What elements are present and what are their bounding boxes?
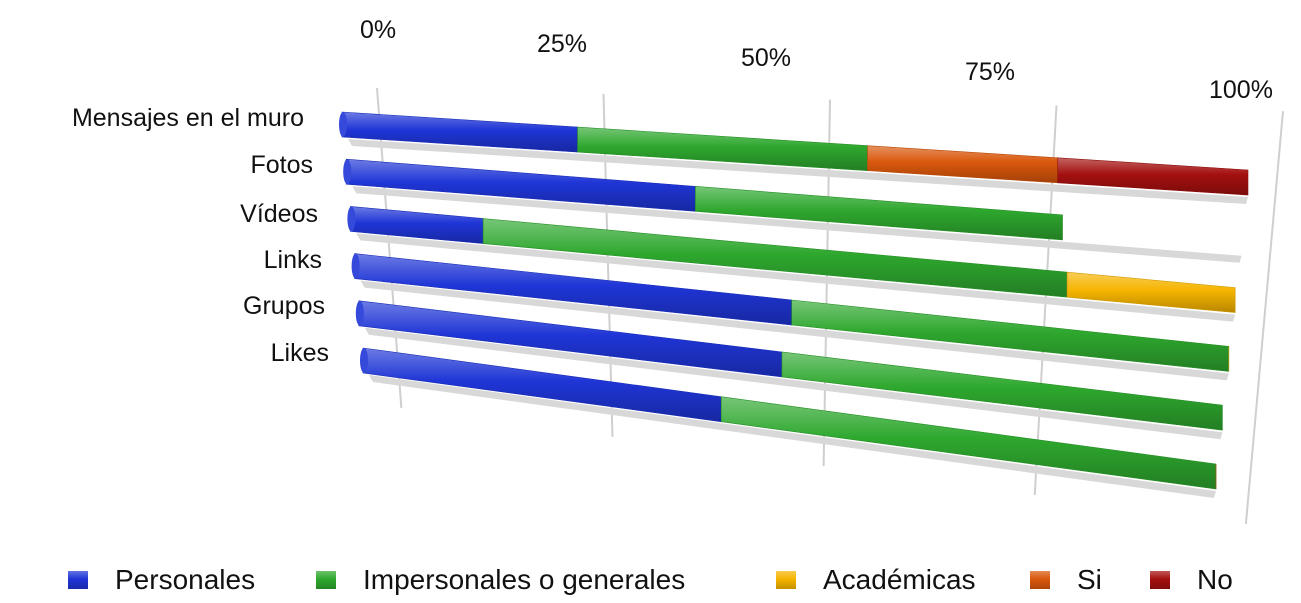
bar-cap-left (351, 253, 360, 279)
category-label: Links (264, 246, 322, 274)
bar-row (347, 206, 1236, 322)
category-label: Grupos (243, 292, 325, 320)
category-labels: Mensajes en el muro Fotos Vídeos Links Grupo… (72, 104, 329, 367)
bar-row (339, 111, 1249, 204)
legend-label: Personales (115, 564, 256, 595)
category-label: Vídeos (240, 200, 318, 228)
bar-row (360, 347, 1217, 498)
x-tick-label: 50% (741, 44, 791, 72)
bar-segment (781, 351, 1223, 431)
legend-item: No (1150, 560, 1233, 600)
bar-cap-left (355, 300, 364, 326)
bar-shadow (356, 233, 1236, 322)
bar-row (355, 300, 1223, 440)
x-tick-label: 100% (1209, 76, 1273, 104)
bar-shadow (348, 139, 1248, 204)
bar-segment (695, 186, 1063, 241)
bars (339, 111, 1249, 498)
x-tick-label: 0% (360, 16, 396, 44)
legend-item: Si (1030, 560, 1102, 600)
bar-shadow (364, 327, 1223, 440)
bar-shadow (352, 186, 1242, 263)
bar-cap-left (343, 159, 352, 185)
bar-cap-left (360, 348, 368, 373)
bar-cap-left (339, 112, 347, 137)
bar-row (351, 253, 1230, 381)
legend-label: Académicas (823, 564, 976, 595)
legend-item: Personales (68, 560, 255, 600)
axis-tick-labels: 0% 25% 50% 75% 100% (360, 16, 1273, 104)
x-tick-label: 75% (965, 58, 1015, 86)
legend-swatch (1030, 571, 1050, 589)
bar-shadow (360, 280, 1229, 381)
bar-cap-left (347, 206, 356, 232)
x-tick-label: 25% (537, 30, 587, 58)
category-label: Mensajes en el muro (72, 104, 304, 132)
legend-swatch (68, 571, 88, 589)
category-label: Fotos (250, 151, 313, 179)
bar-segment (1066, 271, 1236, 313)
legend-label: No (1197, 564, 1233, 595)
grid-line (1244, 111, 1284, 525)
legend-swatch (1150, 571, 1170, 589)
legend-item: Académicas (776, 560, 976, 600)
legend-label: Si (1077, 564, 1102, 595)
legend-swatch (776, 571, 796, 589)
category-label: Likes (271, 339, 329, 367)
legend: Personales Impersonales o generales Académ… (0, 560, 1301, 600)
legend-label: Impersonales o generales (363, 564, 686, 595)
legend-swatch (316, 571, 336, 589)
bar-segment (1057, 157, 1249, 196)
legend-item: Impersonales o generales (316, 560, 685, 600)
bar-shadow (369, 375, 1216, 498)
bar-row (343, 158, 1242, 263)
